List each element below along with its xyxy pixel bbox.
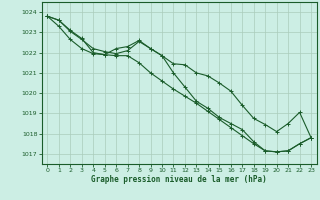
X-axis label: Graphe pression niveau de la mer (hPa): Graphe pression niveau de la mer (hPa) (91, 175, 267, 184)
